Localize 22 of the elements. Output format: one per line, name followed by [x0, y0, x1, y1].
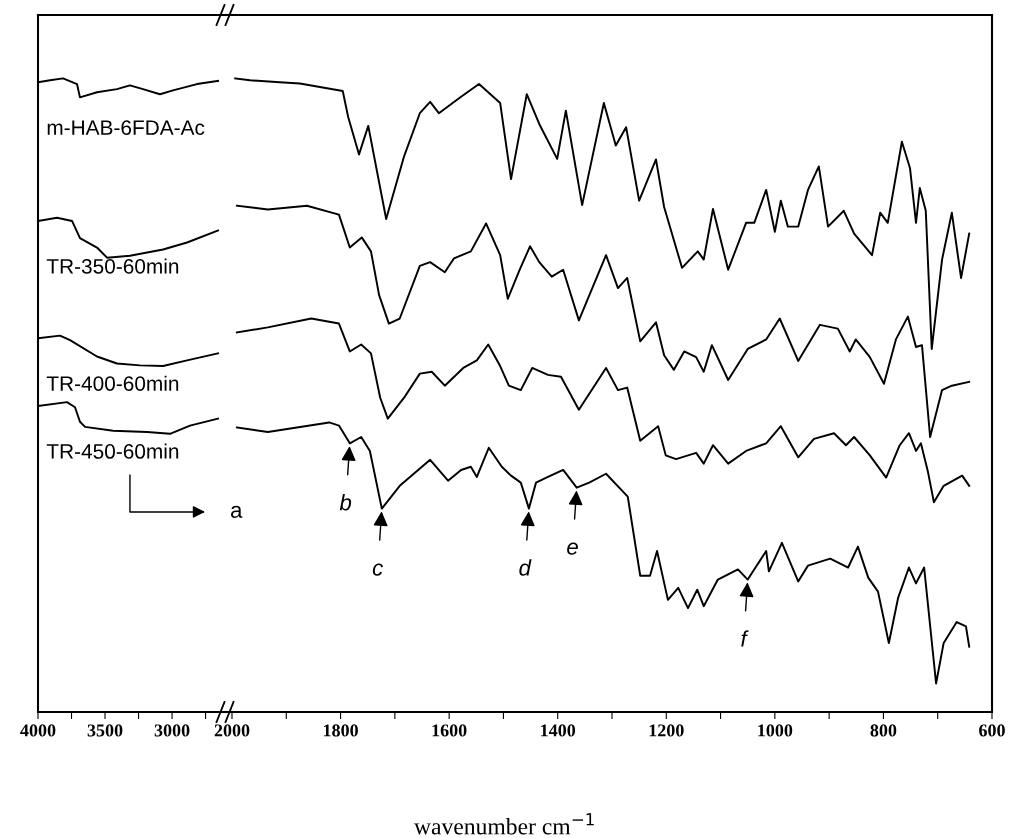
annotation: a: [231, 505, 243, 518]
series-label: TR-350-60min: [46, 258, 179, 274]
annotation: b: [339, 494, 352, 511]
x-tick-label: 600: [979, 724, 1005, 737]
series-label: TR-450-60min: [46, 443, 179, 459]
x-tick-label: 3000: [154, 724, 190, 737]
x-tick-label: 2000: [214, 724, 250, 737]
x-tick-label: 4000: [20, 724, 56, 737]
x-tick-label: 800: [870, 724, 897, 737]
x-tick-label: 3500: [87, 724, 123, 737]
annotation: c: [372, 563, 383, 576]
series-label: m-HAB-6FDA-Ac: [47, 120, 205, 135]
x-axis-title: wavenumber cm$^{−1}$: [414, 813, 594, 835]
x-tick-label: 1000: [758, 724, 793, 737]
x-tick-label: 1600: [432, 724, 467, 737]
series-label: TR-400-60min: [46, 375, 179, 391]
x-tick-label: 1800: [323, 724, 358, 737]
x-tick-label: 1200: [649, 724, 684, 737]
annotation: e: [567, 542, 578, 555]
annotation: d: [519, 559, 532, 576]
annotation: f: [741, 630, 749, 647]
x-tick-label: 1400: [541, 724, 576, 737]
